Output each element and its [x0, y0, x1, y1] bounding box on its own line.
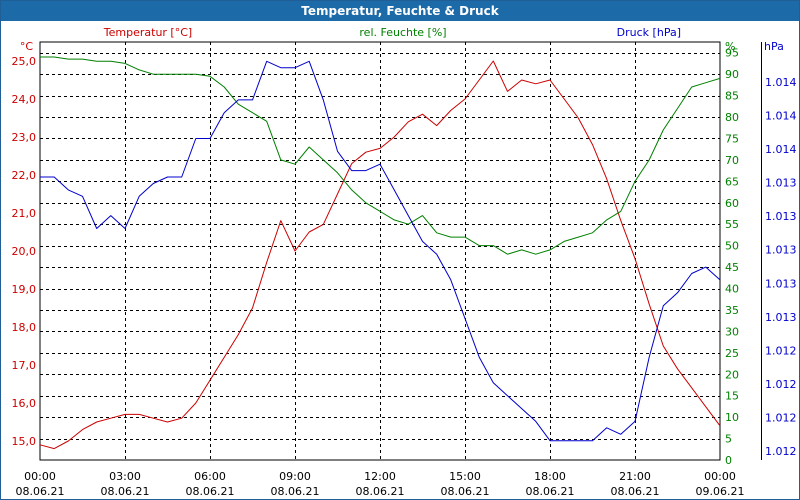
x-tick-date: 08.06.21 — [611, 485, 660, 498]
temperature-tick: 22,0 — [12, 169, 37, 182]
pressure-tick: 1.012 — [765, 445, 797, 458]
x-tick-date: 08.06.21 — [441, 485, 490, 498]
pressure-tick: 1.012 — [765, 344, 797, 357]
humidity-series-line — [40, 56, 721, 255]
temperature-tick: 25,0 — [12, 55, 37, 68]
tick-labels: 00:00 08.06.21 03:00 08.06.21 06:00 08.06.21 0… — [12, 42, 797, 498]
temperature-tick: 19,0 — [12, 283, 37, 296]
pressure-series-label: Druck [hPa] — [617, 26, 681, 39]
humidity-tick: 25 — [725, 347, 739, 360]
x-tick-date: 08.06.21 — [101, 485, 150, 498]
humidity-tick: 20 — [725, 368, 739, 381]
humidity-tick: 10 — [725, 411, 739, 424]
x-tick-date: 09.06.21 — [696, 485, 745, 498]
pressure-series-line — [40, 60, 721, 442]
x-tick-time: 18:00 — [534, 470, 566, 483]
x-tick-time: 21:00 — [619, 470, 651, 483]
humidity-tick: 50 — [725, 240, 739, 253]
x-tick-time: 00:00 — [24, 470, 56, 483]
temperature-tick: 20,0 — [12, 245, 37, 258]
temperature-tick: 16,0 — [12, 397, 37, 410]
temperature-tick: 23,0 — [12, 131, 37, 144]
humidity-unit-label: % — [725, 40, 735, 53]
humidity-tick: 5 — [725, 433, 732, 446]
pressure-tick: 1.012 — [765, 378, 797, 391]
x-tick-date: 08.06.21 — [271, 485, 320, 498]
temperature-tick: 15,0 — [12, 435, 37, 448]
humidity-tick: 85 — [725, 90, 739, 103]
humidity-tick: 60 — [725, 197, 739, 210]
pressure-tick: 1.013 — [765, 311, 797, 324]
humidity-tick: 90 — [725, 68, 739, 81]
grid — [40, 42, 720, 460]
pressure-tick: 1.013 — [765, 277, 797, 290]
temperature-tick: 18,0 — [12, 321, 37, 334]
x-tick-date: 08.06.21 — [16, 485, 65, 498]
temperature-series-line — [39, 60, 721, 450]
humidity-tick: 15 — [725, 390, 739, 403]
pressure-tick: 1.012 — [765, 411, 797, 424]
humidity-tick: 75 — [725, 132, 739, 145]
humidity-tick: 95 — [725, 47, 739, 60]
humidity-tick: 0 — [725, 454, 732, 467]
x-tick-time: 00:00 — [704, 470, 736, 483]
pressure-tick: 1.014 — [765, 110, 797, 123]
humidity-tick: 65 — [725, 175, 739, 188]
humidity-tick: 30 — [725, 325, 739, 338]
temperature-tick: 24,0 — [12, 93, 37, 106]
humidity-tick: 80 — [725, 111, 739, 124]
x-tick-date: 08.06.21 — [526, 485, 575, 498]
series-layer — [39, 56, 721, 450]
x-tick-time: 15:00 — [449, 470, 481, 483]
humidity-tick: 70 — [725, 154, 739, 167]
pressure-unit-label: hPa — [764, 40, 784, 53]
x-tick-time: 12:00 — [364, 470, 396, 483]
humidity-tick: 40 — [725, 283, 739, 296]
pressure-tick: 1.014 — [765, 76, 797, 89]
temperature-series-label: Temperatur [°C] — [103, 26, 192, 39]
pressure-tick: 1.014 — [765, 143, 797, 156]
humidity-tick: 55 — [725, 218, 739, 231]
x-tick-date: 08.06.21 — [356, 485, 405, 498]
temperature-tick: 17,0 — [12, 359, 37, 372]
temperature-tick: 21,0 — [12, 207, 37, 220]
temperature-unit-label: °C — [20, 40, 34, 53]
pressure-tick: 1.013 — [765, 210, 797, 223]
x-tick-time: 06:00 — [194, 470, 226, 483]
humidity-tick: 35 — [725, 304, 739, 317]
x-tick-time: 03:00 — [109, 470, 141, 483]
humidity-series-label: rel. Feuchte [%] — [359, 26, 446, 39]
window-title: Temperatur, Feuchte & Druck — [1, 1, 799, 21]
x-tick-date: 08.06.21 — [186, 485, 235, 498]
pressure-tick: 1.013 — [765, 177, 797, 190]
humidity-tick: 45 — [725, 261, 739, 274]
pressure-tick: 1.013 — [765, 244, 797, 257]
x-tick-time: 09:00 — [279, 470, 311, 483]
